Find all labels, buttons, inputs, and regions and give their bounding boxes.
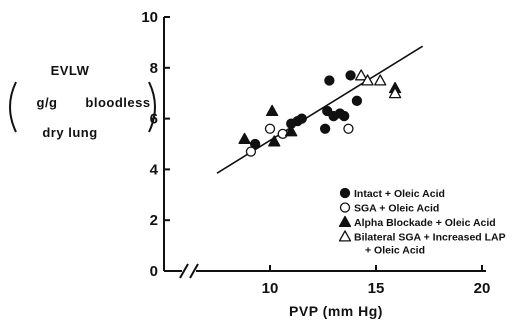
y-tick-label-2: 4 <box>150 161 159 178</box>
point-s0-4 <box>319 123 331 134</box>
legend-label-1: SGA + Oleic Acid <box>354 203 439 215</box>
legend-label-0: Intact + Oleic Acid <box>354 188 445 200</box>
point-s3-3 <box>388 87 402 99</box>
legend-label-2: Alpha Blockade + Oleic Acid <box>354 217 496 229</box>
y-label-line2a: g/g <box>37 95 58 110</box>
y-axis-label: EVLW g/g bloodless dry lung <box>9 63 156 140</box>
point-s1-1 <box>264 123 276 134</box>
point-s0-9 <box>339 110 350 122</box>
y-tick-label-5: 10 <box>141 9 158 26</box>
legend-marker-3 <box>338 230 352 242</box>
point-s2-3 <box>285 125 298 137</box>
legend-marker-0 <box>339 187 351 199</box>
point-s0-0 <box>250 138 261 150</box>
legend-label-3: Bilateral SGA + Increased LAP <box>354 232 506 244</box>
point-s1-2 <box>277 128 288 139</box>
point-s1-3 <box>343 123 354 134</box>
point-s1-0 <box>245 146 257 157</box>
x-tick-label-3: 20 <box>474 280 491 297</box>
y-label-right-paren <box>148 81 156 133</box>
point-s0-6 <box>324 75 335 86</box>
point-s0-10 <box>345 70 356 81</box>
point-s3-2 <box>374 74 387 86</box>
axis-break-mark-1 <box>179 263 189 279</box>
point-s0-3 <box>296 113 307 124</box>
point-s2-0 <box>238 132 251 144</box>
x-tick-label-2: 15 <box>368 280 385 297</box>
axis-break-mark-2 <box>189 263 199 279</box>
y-label-left-paren <box>9 81 17 133</box>
point-s2-2 <box>268 135 281 147</box>
x-axis-title: PVP (mm Hg) <box>289 303 383 319</box>
y-label-line1: EVLW <box>51 63 90 78</box>
legend-marker-2 <box>338 215 352 228</box>
point-s3-1 <box>361 74 374 86</box>
legend-marker-1 <box>339 202 351 213</box>
legend-label-3-line2: + Oleic Acid <box>365 245 425 257</box>
point-s0-11 <box>351 95 363 106</box>
y-label-line2b: bloodless <box>85 95 150 110</box>
y-label-line3: dry lung <box>42 125 97 140</box>
y-tick-label-0: 0 <box>150 263 158 280</box>
y-tick-label-4: 8 <box>150 60 158 77</box>
x-tick-label-1: 10 <box>262 280 279 297</box>
point-s2-1 <box>265 104 279 117</box>
legend: Intact + Oleic Acid SGA + Oleic Acid Alpha… <box>338 187 506 257</box>
data-points <box>238 69 402 157</box>
point-s3-0 <box>355 69 368 81</box>
y-tick-label-1: 2 <box>150 212 158 229</box>
